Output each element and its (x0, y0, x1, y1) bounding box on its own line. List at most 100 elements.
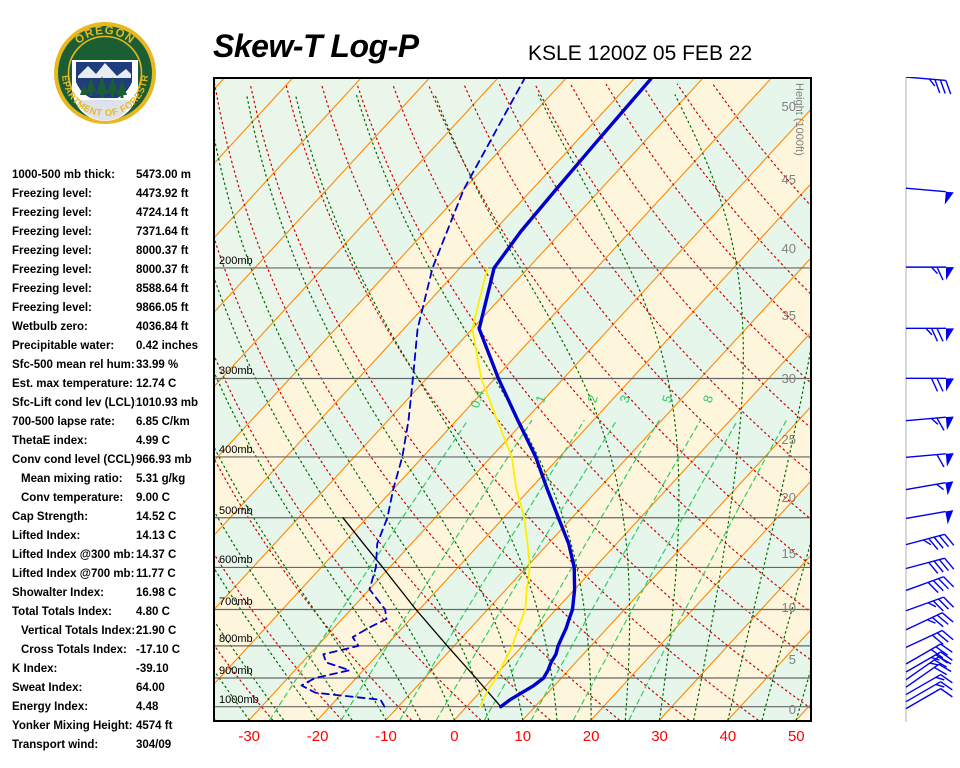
stat-value: 4574 ft (136, 720, 173, 732)
stat-value: 21.90 C (136, 625, 177, 637)
stat-value: 4.48 (136, 701, 159, 713)
wind-barb (905, 576, 955, 594)
stat-label: Energy Index: (12, 701, 89, 713)
stat-value: 14.37 C (136, 549, 177, 561)
wind-barb (905, 416, 954, 431)
temp-tick-10: 10 (514, 728, 532, 745)
temp-tick-20: 20 (582, 728, 600, 745)
stat-label: Sfc-Lift cond lev (LCL): (12, 397, 136, 409)
stat-value: -39.10 (136, 663, 169, 675)
stat-value: 9.00 C (136, 492, 170, 504)
stat-value: 4036.84 ft (136, 321, 189, 333)
stat-row: Wetbulb zero: 4036.84 ft (12, 318, 212, 337)
stat-label: Lifted Index @300 mb: (12, 549, 135, 561)
stat-value: 4473.92 ft (136, 188, 189, 200)
mixing-ratio-label: 0.4 (467, 388, 487, 410)
stat-row: 700-500 lapse rate: 6.85 C/km (12, 413, 212, 432)
pressure-label-1000: 1000mb (219, 693, 259, 706)
stat-row: Mean mixing ratio: 5.31 g/kg (12, 470, 212, 489)
stat-value: 8588.64 ft (136, 283, 189, 295)
temp-tick--20: -20 (306, 728, 329, 745)
height-label-50: 50 (781, 98, 796, 114)
stat-value: 304/09 (136, 739, 172, 751)
stat-value: 4.80 C (136, 606, 170, 618)
stat-row: Est. max temperature: 12.74 C (12, 375, 212, 394)
trace-dewpoint (300, 79, 526, 708)
stat-row: Lifted Index: 14.13 C (12, 527, 212, 546)
trace-temperature (477, 79, 653, 709)
stat-row: Sfc-Lift cond lev (LCL): 1010.93 mb (12, 394, 212, 413)
stat-label: K Index: (12, 663, 58, 675)
stat-value: 16.98 C (136, 587, 177, 599)
stat-value: 12.74 C (136, 378, 177, 390)
wind-barb (905, 681, 953, 703)
wind-barb (905, 643, 953, 665)
stat-value: 9866.05 ft (136, 302, 189, 314)
stat-row: Freezing level: 8000.37 ft (12, 242, 212, 261)
stat-row: Freezing level: 9866.05 ft (12, 299, 212, 318)
temp-tick-30: 30 (651, 728, 668, 745)
stat-label: ThetaE index: (12, 435, 88, 447)
wind-barb (905, 673, 953, 696)
stat-value: 64.00 (136, 682, 165, 694)
stat-row: Cap Strength: 14.52 C (12, 508, 212, 527)
stat-label: Est. max temperature: (12, 378, 133, 390)
height-label-30: 30 (781, 371, 796, 387)
wind-barb (905, 510, 954, 525)
stat-row: Transport wind: 304/09 (12, 736, 212, 755)
trace-wetbulb (471, 267, 531, 708)
stat-row: Freezing level: 4473.92 ft (12, 185, 212, 204)
stat-label: Vertical Totals Index: (21, 625, 136, 637)
stat-value: 4724.14 ft (136, 207, 189, 219)
stat-label: Sfc-500 mean rel hum: (12, 359, 135, 371)
temp-tick-0: 0 (450, 728, 459, 745)
pressure-label-400: 400mb (219, 443, 253, 456)
height-label-40: 40 (781, 241, 796, 257)
mixing-ratio-label: 2 (584, 393, 601, 405)
stat-row: Conv cond level (CCL): 966.93 mb (12, 451, 212, 470)
stat-row: Yonker Mixing Height: 4574 ft (12, 717, 212, 736)
stat-label: Precipitable water: (12, 340, 115, 352)
skewt-chart[interactable]: 0.4 1 2 3 5 8 1000mb 900mb 800mb 700mb 600mb 500mb… (213, 77, 812, 722)
stat-row: Showalter Index: 16.98 C (12, 584, 212, 603)
wind-barb (905, 612, 954, 631)
wind-barb (906, 266, 954, 281)
wind-barb (905, 663, 952, 688)
pressure-label-700: 700mb (219, 596, 253, 609)
stat-label: Lifted Index @700 mb: (12, 568, 135, 580)
stat-value: 14.13 C (136, 530, 177, 542)
height-label-35: 35 (781, 307, 796, 323)
mixing-ratio-label: 3 (616, 393, 633, 405)
stat-label: Showalter Index: (12, 587, 105, 599)
stat-row: Energy Index: 4.48 (12, 698, 212, 717)
height-label-0: 0 (788, 702, 796, 718)
stat-label: Wetbulb zero: (12, 321, 88, 333)
height-label-20: 20 (781, 490, 796, 506)
stat-value: 14.52 C (136, 511, 177, 523)
stat-label: 1000-500 mb thick: (12, 169, 115, 181)
wind-barb (905, 629, 954, 649)
stat-label: Mean mixing ratio: (21, 473, 123, 485)
height-label-45: 45 (781, 171, 796, 187)
mixing-ratio-label: 5 (659, 393, 676, 405)
stat-row: Vertical Totals Index: 21.90 C (12, 622, 212, 641)
wind-barb-panel (824, 76, 960, 722)
sounding-statistics-list: 1000-500 mb thick: 5473.00 m Freezing leve… (12, 166, 212, 755)
page-title: Skew-T Log-P (213, 28, 419, 64)
stat-label: Conv cond level (CCL): (12, 454, 136, 466)
stat-label: Freezing level: (12, 302, 92, 314)
pressure-label-800: 800mb (219, 632, 253, 645)
stat-value: 0.42 inches (136, 340, 199, 352)
stat-label: Freezing level: (12, 245, 92, 257)
stat-label: Freezing level: (12, 207, 92, 219)
stat-label: Yonker Mixing Height: (12, 720, 133, 732)
stat-label: Transport wind: (12, 739, 99, 751)
stat-row: Sweat Index: 64.00 (12, 679, 212, 698)
height-label-5: 5 (788, 652, 796, 668)
temp-tick--10: -10 (375, 728, 397, 745)
stat-row: Freezing level: 4724.14 ft (12, 204, 212, 223)
stat-value: 7371.64 ft (136, 226, 189, 238)
stat-value: 6.85 C/km (136, 416, 190, 428)
wind-barb (905, 481, 954, 496)
stat-row: Lifted Index @300 mb: 14.37 C (12, 546, 212, 565)
